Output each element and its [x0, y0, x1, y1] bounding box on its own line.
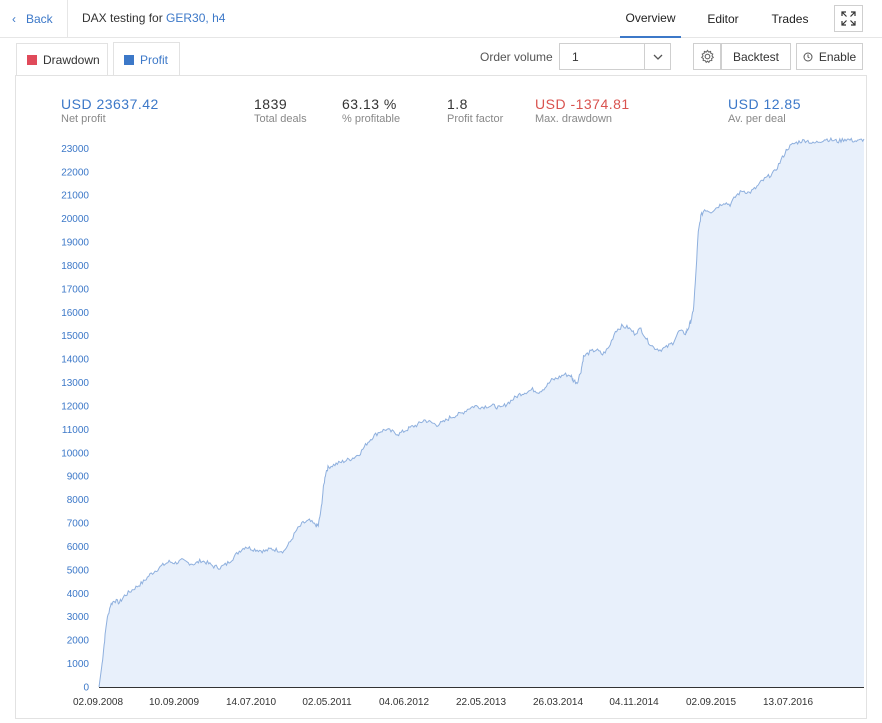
back-label: Back — [26, 12, 53, 26]
profitable-label: % profitable — [342, 113, 401, 125]
tab-drawdown-label: Drawdown — [43, 52, 100, 67]
settings-button[interactable] — [693, 43, 721, 70]
y-tick-label: 14000 — [61, 355, 89, 366]
stat-avg-per-deal: USD 12.85 Av. per deal — [728, 96, 801, 125]
chevron-down-icon — [644, 44, 670, 69]
total-deals-label: Total deals — [254, 113, 307, 125]
tab-profit[interactable]: Profit — [113, 42, 180, 76]
profitable-value: 63.13 % — [342, 96, 397, 112]
x-tick-label: 02.09.2015 — [686, 697, 736, 708]
tab-editor[interactable]: Editor — [697, 0, 749, 38]
y-tick-label: 5000 — [67, 565, 90, 576]
top-bar: ‹ Back DAX testing for GER30, h4 Overvie… — [0, 0, 882, 38]
max-drawdown-label: Max. drawdown — [535, 113, 613, 125]
stat-profit-factor: 1.8 Profit factor — [447, 96, 503, 125]
gear-icon — [700, 49, 714, 64]
tab-trades-label: Trades — [771, 12, 809, 26]
avg-per-deal-label: Av. per deal — [728, 113, 786, 125]
chevron-left-icon: ‹ — [12, 12, 16, 26]
tab-editor-label: Editor — [707, 12, 739, 26]
order-volume-value: 1 — [572, 49, 579, 64]
x-tick-label: 14.07.2010 — [226, 697, 276, 708]
y-tick-label: 13000 — [61, 378, 89, 389]
y-tick-label: 7000 — [67, 519, 90, 530]
profit-factor-value: 1.8 — [447, 96, 468, 112]
y-tick-label: 8000 — [67, 495, 90, 506]
stat-profitable: 63.13 % % profitable — [342, 96, 400, 125]
title-prefix: DAX testing for — [82, 11, 167, 25]
stat-max-drawdown: USD -1374.81 Max. drawdown — [535, 96, 630, 125]
expand-icon — [841, 11, 856, 26]
back-button[interactable]: ‹ Back — [0, 0, 68, 38]
tab-drawdown[interactable]: Drawdown — [16, 43, 108, 75]
fullscreen-button[interactable] — [834, 5, 863, 32]
tab-overview-label: Overview — [625, 11, 676, 25]
y-tick-label: 6000 — [67, 542, 90, 553]
y-tick-label: 11000 — [62, 425, 90, 436]
page-title: DAX testing for GER30, h4 — [82, 11, 225, 25]
max-drawdown-value: USD -1374.81 — [535, 96, 630, 112]
y-axis: 0 1000 2000 3000 4000 5000 6000 7000 8000 9000 100… — [61, 144, 89, 694]
y-tick-label: 3000 — [67, 612, 90, 623]
profit-line — [98, 136, 865, 688]
net-profit-value: USD 23637.42 — [61, 96, 159, 112]
backtest-label: Backtest — [732, 49, 780, 64]
x-axis: 02.09.2008 10.09.2009 14.07.2010 02.05.2011… — [73, 697, 813, 708]
profit-factor-label: Profit factor — [447, 113, 504, 125]
backtest-button[interactable]: Backtest — [721, 43, 791, 70]
order-volume-select[interactable]: 1 — [559, 43, 671, 70]
tab-trades[interactable]: Trades — [762, 0, 818, 38]
avg-per-deal-value: USD 12.85 — [728, 96, 801, 112]
x-tick-label: 26.03.2014 — [533, 697, 583, 708]
profit-area — [99, 138, 864, 688]
total-deals-value: 1839 — [254, 96, 288, 112]
x-tick-label: 04.06.2012 — [379, 697, 429, 708]
clock-icon — [803, 52, 813, 61]
y-tick-label: 12000 — [61, 401, 89, 412]
y-tick-label: 10000 — [61, 448, 89, 459]
enable-label: Enable — [818, 49, 857, 64]
tab-overview[interactable]: Overview — [620, 0, 681, 38]
x-tick-label: 02.09.2008 — [73, 697, 123, 708]
order-volume-label: Order volume — [480, 50, 553, 64]
y-tick-label: 22000 — [61, 167, 89, 178]
y-tick-label: 16000 — [61, 308, 89, 319]
y-tick-label: 19000 — [61, 238, 89, 249]
stat-total-deals: 1839 Total deals — [254, 96, 307, 125]
y-tick-label: 23000 — [61, 144, 89, 155]
y-tick-label: 9000 — [67, 472, 90, 483]
profit-swatch — [124, 54, 134, 65]
drawdown-swatch — [27, 54, 37, 65]
stat-net-profit: USD 23637.42 Net profit — [61, 96, 159, 125]
x-tick-label: 02.05.2011 — [302, 697, 352, 708]
y-tick-label: 17000 — [61, 284, 89, 295]
y-tick-label: 21000 — [61, 191, 89, 202]
title-symbol: GER30, h4 — [166, 11, 226, 25]
y-tick-label: 20000 — [61, 214, 89, 225]
y-tick-label: 15000 — [61, 331, 89, 342]
x-tick-label: 04.11.2014 — [609, 697, 659, 708]
enable-button[interactable]: Enable — [796, 43, 863, 70]
y-tick-label: 1000 — [67, 659, 90, 670]
x-tick-label: 22.05.2013 — [456, 697, 506, 708]
net-profit-label: Net profit — [61, 113, 106, 125]
chart-panel — [15, 75, 867, 719]
x-tick-label: 13.07.2016 — [763, 697, 813, 708]
y-tick-label: 2000 — [67, 636, 90, 647]
y-tick-label: 4000 — [67, 589, 90, 600]
y-tick-label: 0 — [83, 683, 89, 694]
y-tick-label: 18000 — [61, 261, 89, 272]
tab-profit-label: Profit — [140, 52, 169, 67]
x-tick-label: 10.09.2009 — [149, 697, 199, 708]
